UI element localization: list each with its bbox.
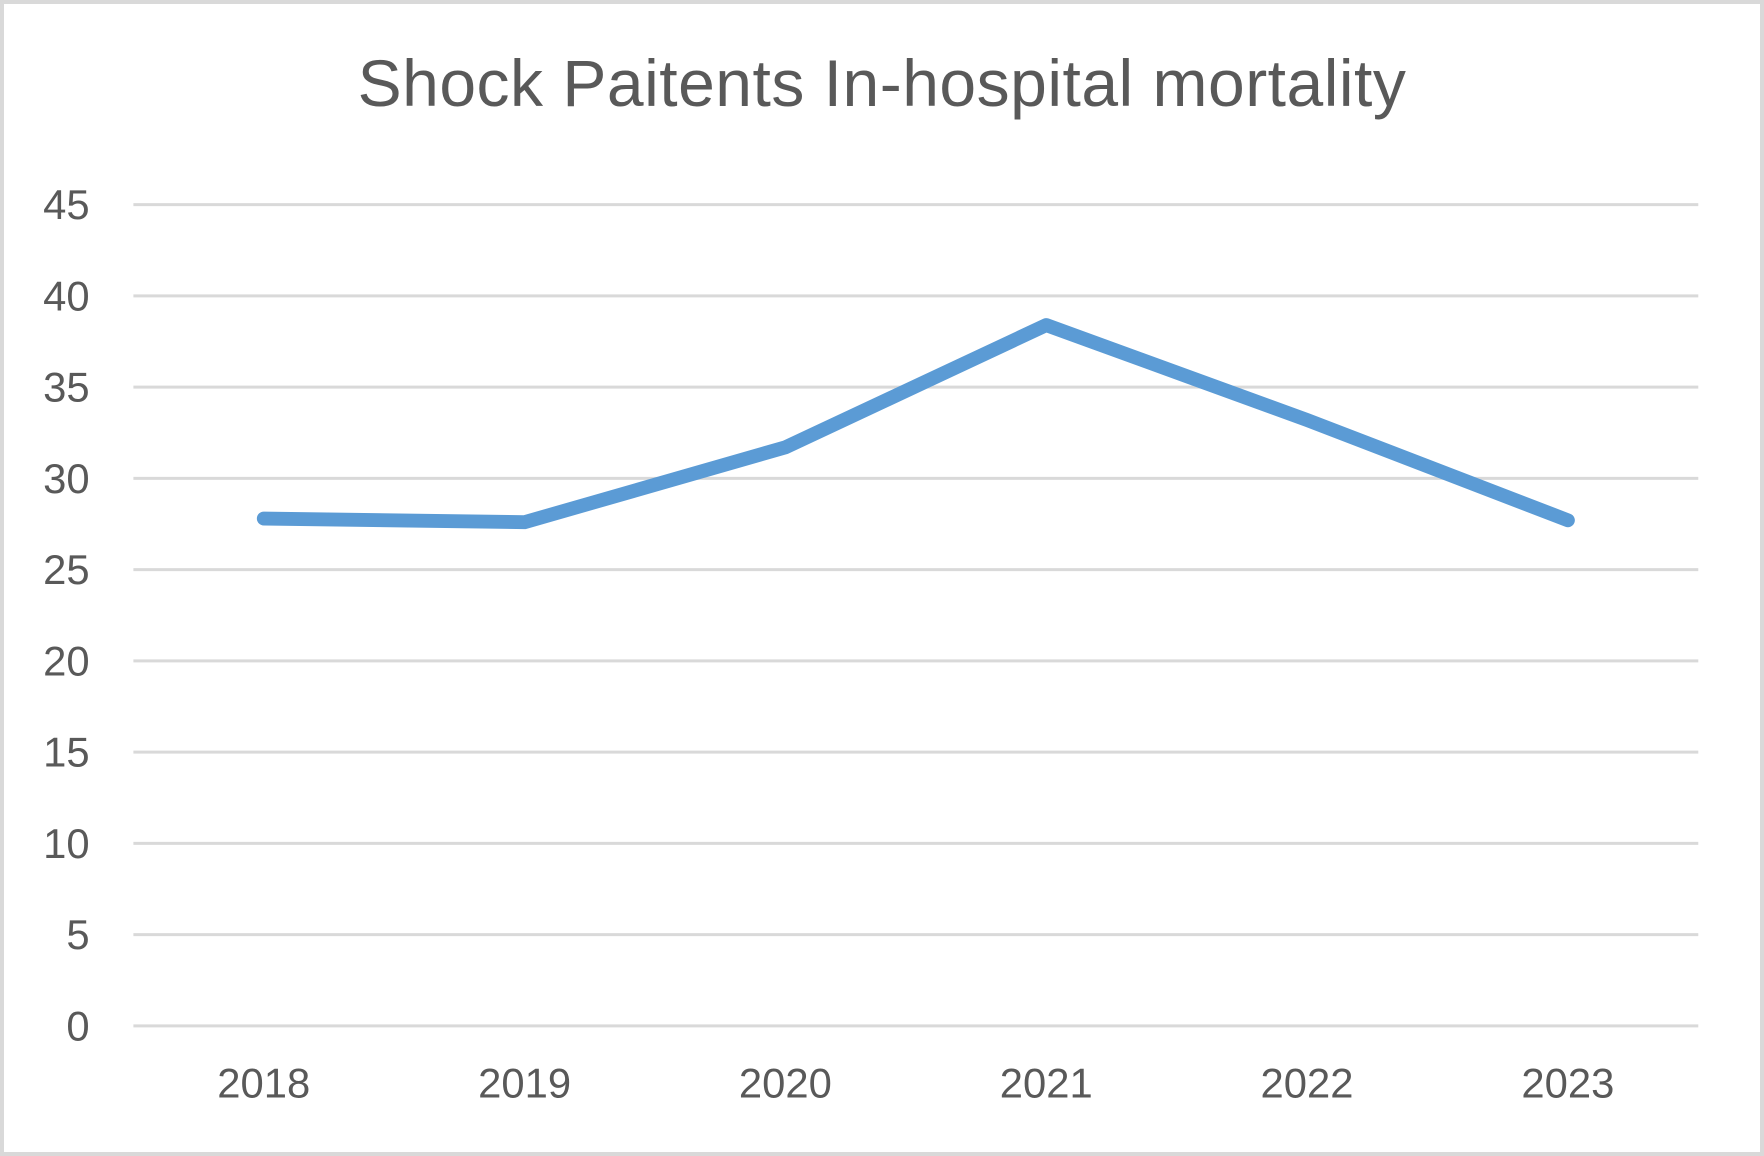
y-tick-label-15: 15 — [43, 729, 90, 776]
x-tick-label-2022: 2022 — [1261, 1059, 1354, 1106]
gridlines — [133, 203, 1699, 1028]
data-series-line-0 — [256, 318, 1575, 530]
chart-title: Shock Paitents In-hospital mortality — [357, 46, 1407, 120]
x-tick-label-2020: 2020 — [739, 1059, 832, 1106]
y-tick-label-0: 0 — [66, 1003, 89, 1050]
y-tick-label-45: 45 — [43, 181, 90, 228]
y-tick-label-5: 5 — [66, 911, 89, 958]
y-tick-label-10: 10 — [43, 820, 90, 867]
x-tick-label-2023: 2023 — [1521, 1059, 1614, 1106]
y-tick-label-20: 20 — [43, 638, 90, 685]
x-tick-label-2019: 2019 — [478, 1059, 571, 1106]
x-tick-label-2018: 2018 — [217, 1059, 310, 1106]
x-axis-category-labels: 2018 2019 2020 2021 2022 2023 — [217, 1059, 1614, 1106]
y-tick-label-25: 25 — [43, 546, 90, 593]
y-tick-label-30: 30 — [43, 455, 90, 502]
y-tick-label-40: 40 — [43, 272, 90, 319]
y-axis-tick-labels: 0 5 10 15 20 25 30 35 40 45 — [43, 181, 90, 1049]
y-tick-label-35: 35 — [43, 364, 90, 411]
x-tick-label-2021: 2021 — [1000, 1059, 1093, 1106]
